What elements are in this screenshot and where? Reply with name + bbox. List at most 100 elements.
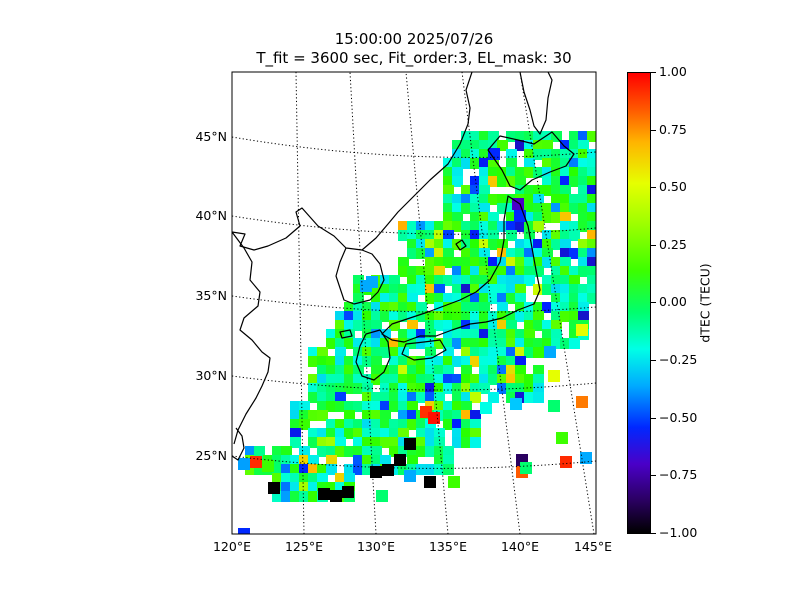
dtec-cell bbox=[434, 248, 445, 259]
dtec-cell bbox=[470, 347, 481, 358]
dtec-cell bbox=[371, 338, 382, 349]
dtec-cell bbox=[470, 203, 481, 214]
dtec-cell bbox=[434, 221, 445, 232]
dtec-cell bbox=[353, 401, 364, 412]
dtec-cell bbox=[569, 230, 580, 241]
dtec-cell bbox=[416, 374, 427, 385]
dtec-cell bbox=[578, 194, 589, 205]
dtec-cell bbox=[344, 338, 355, 349]
dtec-cell bbox=[407, 383, 418, 394]
dtec-cell bbox=[448, 476, 460, 488]
dtec-cell bbox=[506, 257, 517, 268]
dtec-cell bbox=[506, 329, 517, 340]
dtec-cell bbox=[452, 203, 463, 214]
dtec-cell bbox=[416, 338, 427, 349]
dtec-cell bbox=[389, 401, 400, 412]
dtec-cell bbox=[335, 437, 346, 448]
dtec-cell bbox=[398, 311, 409, 322]
dtec-cell bbox=[443, 167, 454, 178]
dtec-cell bbox=[515, 365, 526, 376]
dtec-cell bbox=[434, 275, 445, 286]
dtec-cell bbox=[380, 428, 391, 439]
dtec-cell bbox=[578, 212, 589, 223]
dtec-cell bbox=[506, 230, 517, 241]
dtec-cell bbox=[272, 464, 283, 475]
dtec-cell bbox=[461, 185, 472, 196]
dtec-cell bbox=[344, 311, 355, 322]
dtec-cell bbox=[404, 438, 416, 450]
dtec-cell bbox=[479, 329, 490, 340]
dtec-cell bbox=[434, 338, 445, 349]
dtec-cell bbox=[479, 149, 490, 160]
coast-shikoku bbox=[401, 339, 447, 361]
dtec-cell bbox=[524, 167, 535, 178]
coast-korea bbox=[335, 247, 385, 305]
dtec-cell bbox=[290, 473, 301, 484]
dtec-cell bbox=[524, 185, 535, 196]
dtec-cell bbox=[461, 140, 472, 151]
dtec-cell bbox=[470, 302, 481, 313]
dtec-cell bbox=[479, 338, 490, 349]
dtec-cell bbox=[470, 140, 481, 151]
dtec-cell bbox=[569, 158, 580, 169]
dtec-cell bbox=[398, 464, 409, 475]
dtec-cell bbox=[479, 257, 490, 268]
dtec-cell bbox=[434, 311, 445, 322]
dtec-cell bbox=[353, 383, 364, 394]
dtec-cell bbox=[389, 437, 400, 448]
dtec-cell bbox=[569, 167, 580, 178]
dtec-cell bbox=[497, 374, 508, 385]
dtec-cell bbox=[308, 455, 319, 466]
dtec-cell bbox=[353, 284, 364, 295]
dtec-cell bbox=[470, 221, 481, 232]
dtec-cell bbox=[524, 149, 535, 160]
dtec-cell bbox=[299, 482, 310, 493]
dtec-cell bbox=[443, 293, 454, 304]
dtec-cell bbox=[480, 402, 492, 414]
dtec-cell bbox=[371, 293, 382, 304]
dtec-cell bbox=[515, 275, 526, 286]
dtec-cell bbox=[524, 158, 535, 169]
dtec-cell bbox=[488, 320, 499, 331]
dtec-cell bbox=[551, 149, 562, 160]
dtec-cell bbox=[479, 248, 490, 259]
dtec-cell bbox=[560, 185, 571, 196]
dtec-cell bbox=[335, 428, 346, 439]
dtec-cell bbox=[443, 338, 454, 349]
dtec-cell bbox=[281, 455, 292, 466]
dtec-cell bbox=[470, 437, 481, 448]
dtec-data-layer bbox=[238, 131, 596, 534]
dtec-cell bbox=[497, 176, 508, 187]
dtec-cell bbox=[515, 221, 526, 232]
dtec-cell bbox=[344, 356, 355, 367]
dtec-cell bbox=[452, 419, 463, 430]
dtec-cell bbox=[371, 356, 382, 367]
dtec-cell bbox=[506, 158, 517, 169]
dtec-cell bbox=[362, 302, 373, 313]
graticule-lon-130 bbox=[349, 72, 377, 534]
dtec-cell bbox=[470, 356, 481, 367]
dtec-cell bbox=[452, 392, 463, 403]
dtec-cell bbox=[335, 401, 346, 412]
dtec-cell bbox=[524, 239, 535, 250]
dtec-cell bbox=[425, 374, 436, 385]
dtec-cell bbox=[461, 428, 472, 439]
dtec-cell bbox=[326, 446, 337, 457]
dtec-cell bbox=[398, 284, 409, 295]
dtec-cell bbox=[461, 401, 472, 412]
dtec-cell bbox=[344, 329, 355, 340]
dtec-cell bbox=[587, 194, 596, 205]
dtec-cell bbox=[488, 365, 499, 376]
dtec-cell bbox=[335, 473, 346, 484]
dtec-cell bbox=[416, 383, 427, 394]
lon-label-120: 120°E bbox=[213, 539, 251, 554]
coast-asia-mainland bbox=[232, 72, 473, 251]
dtec-cell bbox=[398, 392, 409, 403]
dtec-cell bbox=[569, 266, 580, 277]
dtec-cell bbox=[416, 266, 427, 277]
dtec-cell bbox=[238, 458, 250, 470]
dtec-cell bbox=[353, 302, 364, 313]
dtec-cell bbox=[461, 293, 472, 304]
dtec-cell bbox=[425, 239, 436, 250]
dtec-cell bbox=[452, 221, 463, 232]
